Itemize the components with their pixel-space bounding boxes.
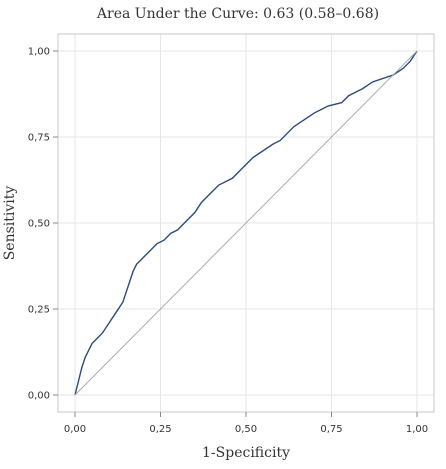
x-tick-label: 0,50 <box>235 424 257 435</box>
y-tick-label: 1,00 <box>28 47 50 58</box>
y-tick-label: 0,00 <box>28 391 50 402</box>
y-tick-label: 0,25 <box>28 305 50 316</box>
x-tick-label: 1,00 <box>406 424 428 435</box>
grid-layer <box>58 34 434 412</box>
y-axis-title: Sensitivity <box>2 186 18 261</box>
y-tick-label: 0,50 <box>28 219 50 230</box>
series-layer <box>74 50 418 396</box>
reference-diagonal-line <box>74 50 418 396</box>
chart-title: Area Under the Curve: 0.63 (0.58–0.68) <box>96 6 379 22</box>
y-tick-label: 0,75 <box>28 133 50 144</box>
x-tick-label: 0,75 <box>320 424 342 435</box>
roc-curve-line <box>74 50 418 396</box>
x-axis-ticks: 0,00 0,25 0,50 0,75 1,00 <box>64 412 428 435</box>
x-axis-title: 1-Specificity <box>202 445 290 461</box>
x-tick-label: 0,25 <box>149 424 171 435</box>
y-axis-ticks: 0,00 0,25 0,50 0,75 1,00 <box>28 47 58 402</box>
x-tick-label: 0,00 <box>64 424 86 435</box>
